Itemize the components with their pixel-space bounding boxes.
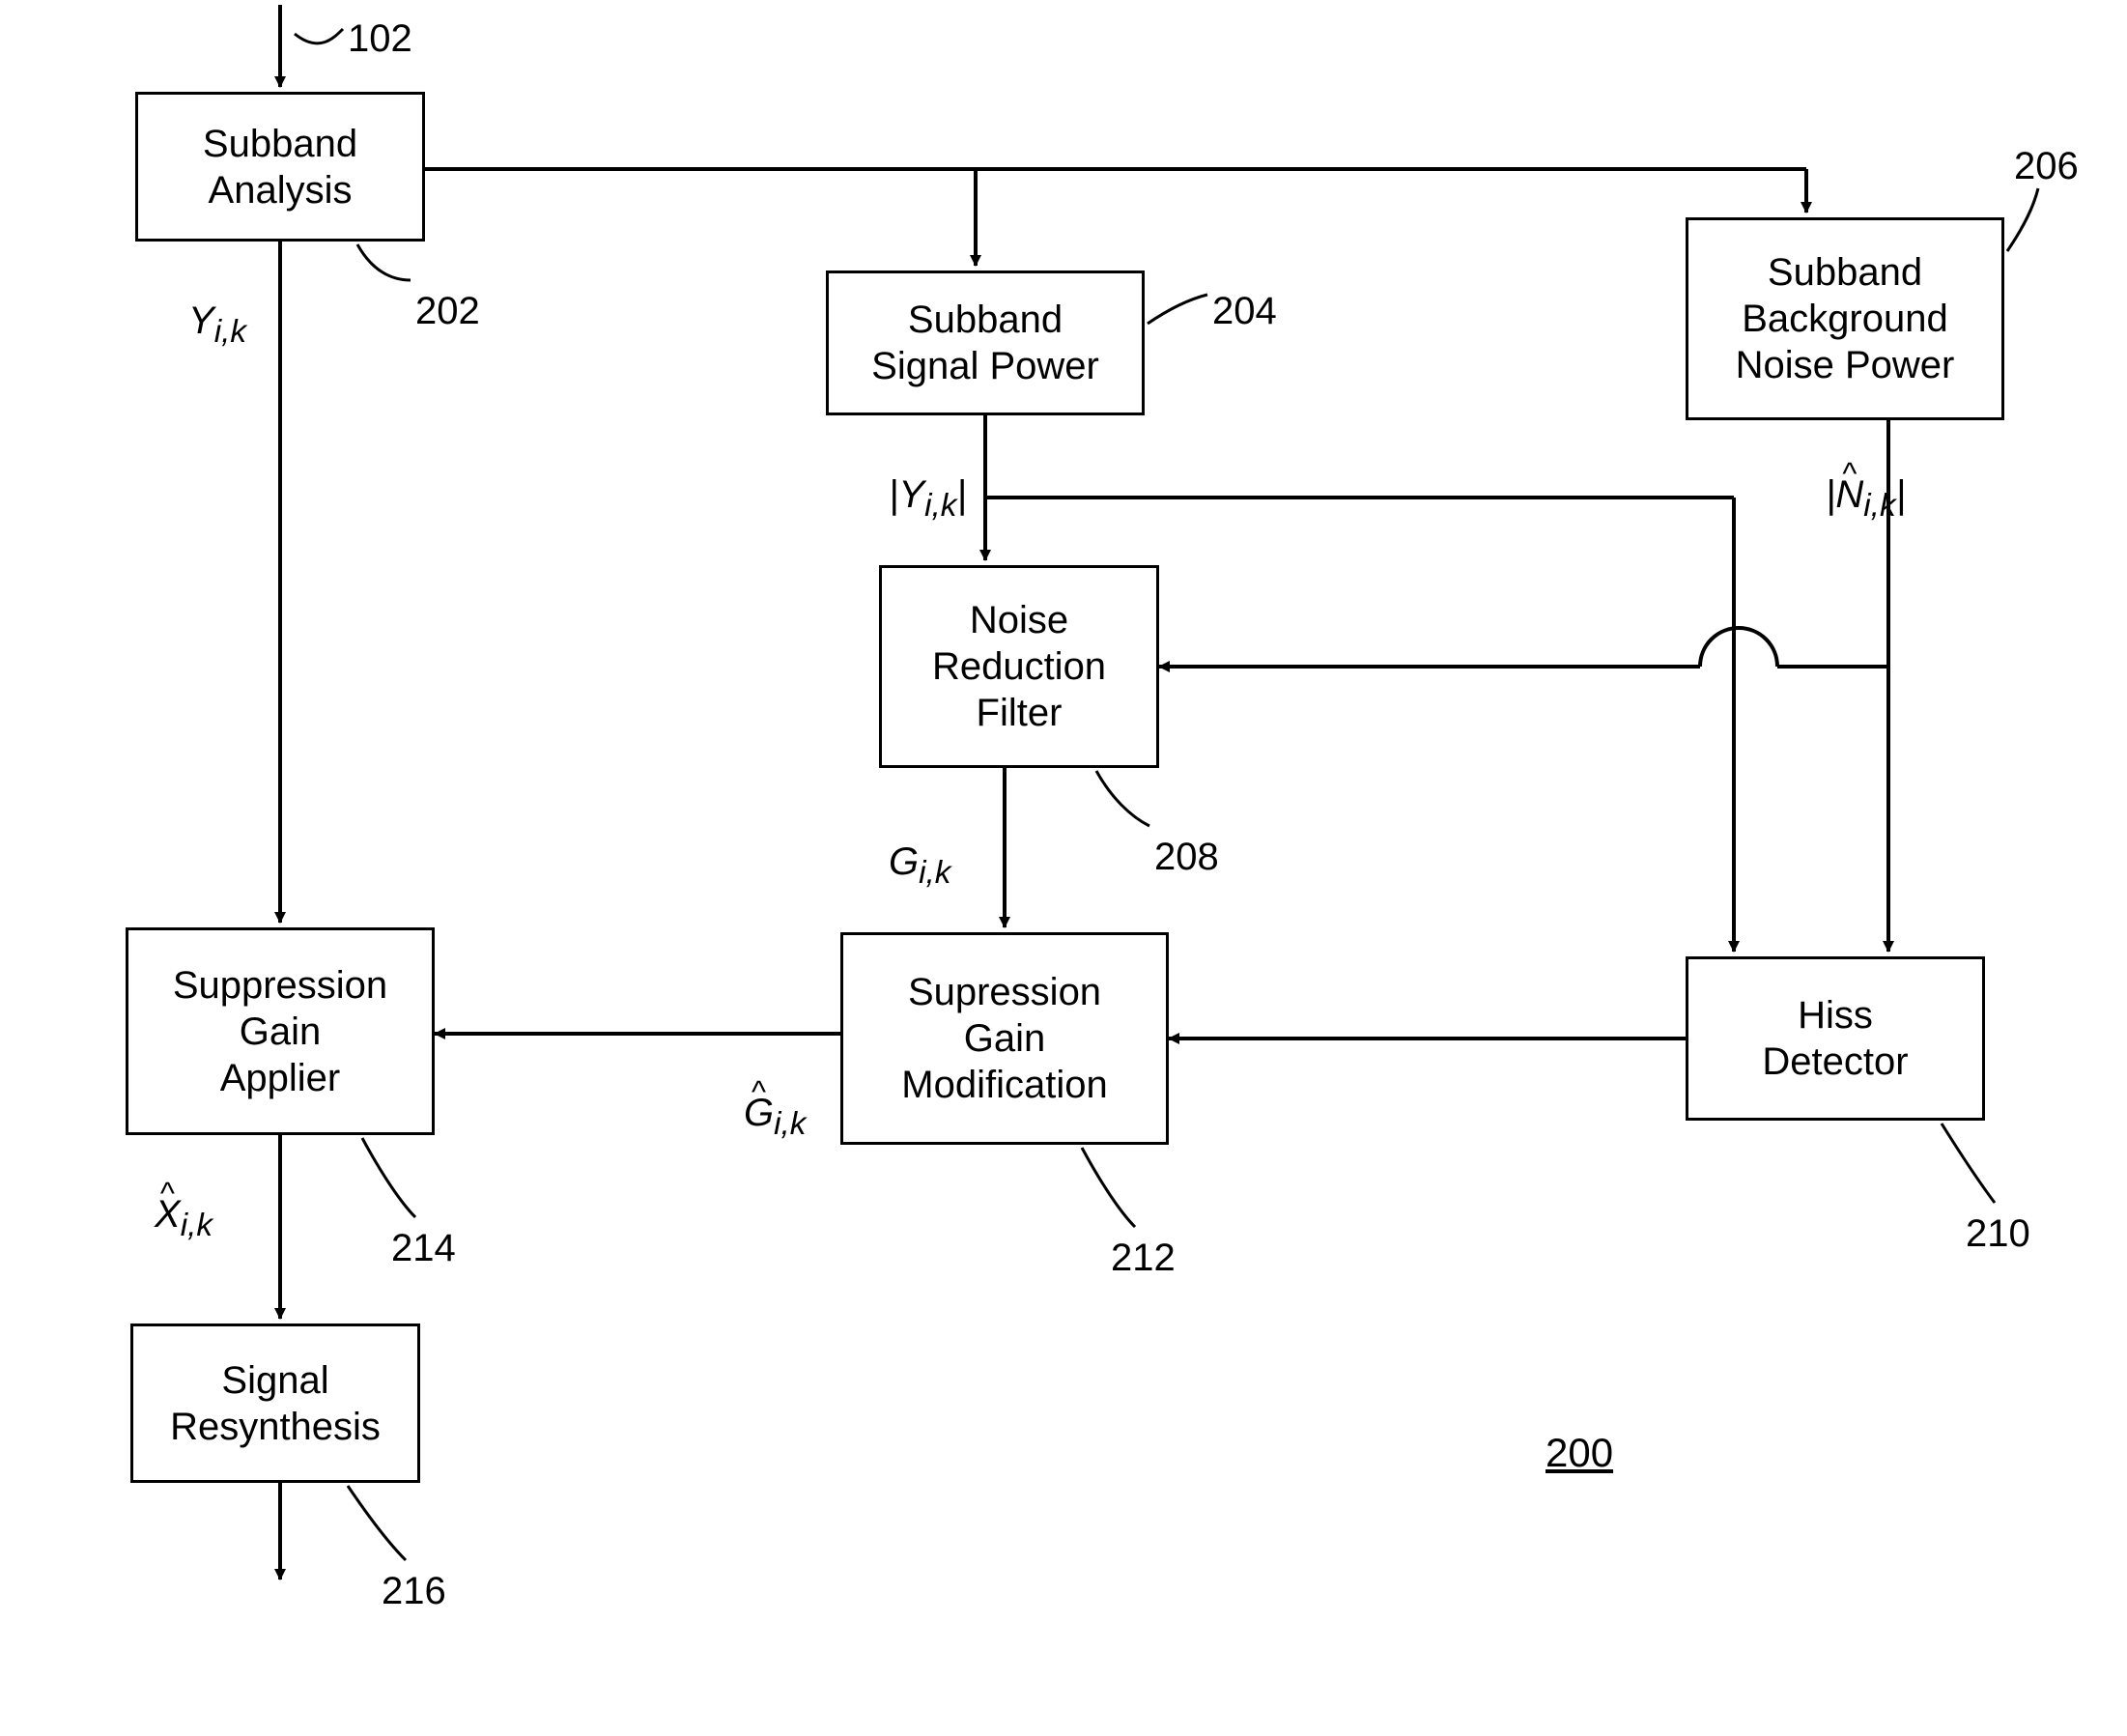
leader-208: [1096, 771, 1149, 826]
ref-210: 210: [1966, 1212, 2030, 1256]
node-hiss-detector: HissDetector: [1686, 956, 1985, 1121]
node-label: HissDetector: [1762, 992, 1908, 1085]
leader-212: [1082, 1148, 1135, 1227]
signal-label-absNik: |Ni,k|: [1826, 473, 1906, 525]
node-resynthesis: SignalResynthesis: [130, 1323, 420, 1483]
ref-206: 206: [2014, 145, 2079, 188]
node-label: SubbandBackgroundNoise Power: [1736, 249, 1955, 388]
diagram-canvas: SubbandAnalysis SubbandSignal Power Subb…: [0, 0, 2127, 1736]
node-label: NoiseReductionFilter: [932, 597, 1106, 736]
ref-202: 202: [415, 290, 480, 333]
ref-204: 204: [1212, 290, 1277, 333]
node-label: SubbandSignal Power: [871, 297, 1099, 389]
leader-204: [1148, 295, 1207, 324]
node-label: SignalResynthesis: [170, 1357, 381, 1450]
node-signal-power: SubbandSignal Power: [826, 270, 1145, 415]
ref-216: 216: [382, 1570, 446, 1613]
leader-216: [348, 1486, 406, 1560]
ref-214: 214: [391, 1227, 456, 1270]
node-label: SubbandAnalysis: [203, 121, 357, 213]
node-gain-mod: SupressionGainModification: [840, 932, 1169, 1145]
leader-102: [295, 29, 343, 43]
ref-208: 208: [1154, 836, 1219, 879]
node-bg-noise-power: SubbandBackgroundNoise Power: [1686, 217, 2004, 420]
signal-label-absYik: |Yi,k|: [889, 473, 967, 525]
signal-label-Yik: Yi,k: [188, 299, 246, 351]
ref-212: 212: [1111, 1237, 1176, 1280]
signal-label-Gik: Gi,k: [889, 840, 950, 892]
leader-206: [2007, 188, 2038, 251]
ref-102: 102: [348, 17, 412, 61]
leader-210: [1942, 1124, 1995, 1203]
leader-202: [357, 244, 411, 280]
node-label: SuppressionGainApplier: [173, 962, 387, 1101]
figure-number: 200: [1546, 1430, 1613, 1476]
node-label: SupressionGainModification: [901, 969, 1107, 1108]
signal-label-Ghatik: Gi,k: [744, 1092, 806, 1143]
signal-label-Xhatik: Xi,k: [155, 1193, 213, 1244]
node-noise-filter: NoiseReductionFilter: [879, 565, 1159, 768]
leader-214: [362, 1138, 415, 1217]
node-gain-applier: SuppressionGainApplier: [126, 927, 435, 1135]
node-subband-analysis: SubbandAnalysis: [135, 92, 425, 242]
